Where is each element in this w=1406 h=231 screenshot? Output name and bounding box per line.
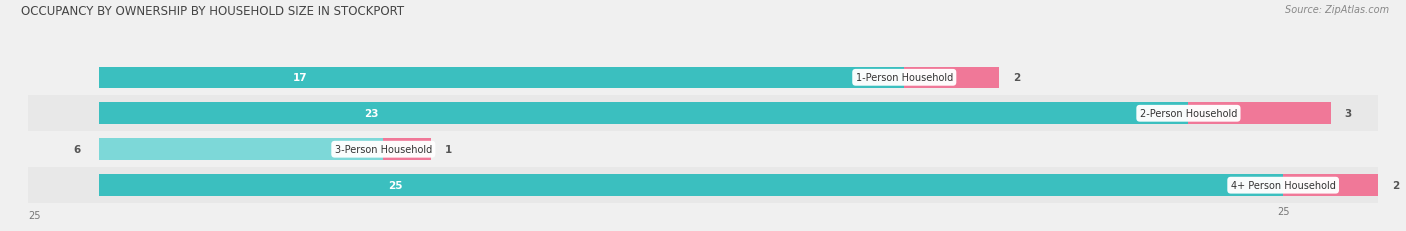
Bar xyxy=(28,167,1378,203)
Text: 25: 25 xyxy=(28,210,41,220)
Text: 3-Person Household: 3-Person Household xyxy=(335,145,432,155)
Text: Source: ZipAtlas.com: Source: ZipAtlas.com xyxy=(1285,5,1389,15)
Bar xyxy=(28,132,1378,167)
Text: OCCUPANCY BY OWNERSHIP BY HOUSEHOLD SIZE IN STOCKPORT: OCCUPANCY BY OWNERSHIP BY HOUSEHOLD SIZE… xyxy=(21,5,404,18)
Bar xyxy=(100,139,384,160)
Bar xyxy=(100,175,1284,196)
Bar xyxy=(904,67,1000,89)
Text: 2-Person Household: 2-Person Household xyxy=(1140,109,1237,119)
Text: 25: 25 xyxy=(388,180,402,190)
Text: 6: 6 xyxy=(73,145,80,155)
Text: 23: 23 xyxy=(364,109,378,119)
Text: 1: 1 xyxy=(444,145,453,155)
Text: 2: 2 xyxy=(1392,180,1399,190)
Text: 3: 3 xyxy=(1344,109,1353,119)
Bar xyxy=(28,60,1378,96)
Text: 1-Person Household: 1-Person Household xyxy=(856,73,953,83)
Bar xyxy=(100,67,904,89)
Bar xyxy=(1284,175,1378,196)
Text: 2: 2 xyxy=(1014,73,1021,83)
Bar xyxy=(1188,103,1330,125)
Bar xyxy=(100,103,1188,125)
Text: 4+ Person Household: 4+ Person Household xyxy=(1230,180,1336,190)
Bar xyxy=(28,96,1378,132)
Bar xyxy=(384,139,430,160)
Text: 17: 17 xyxy=(292,73,308,83)
